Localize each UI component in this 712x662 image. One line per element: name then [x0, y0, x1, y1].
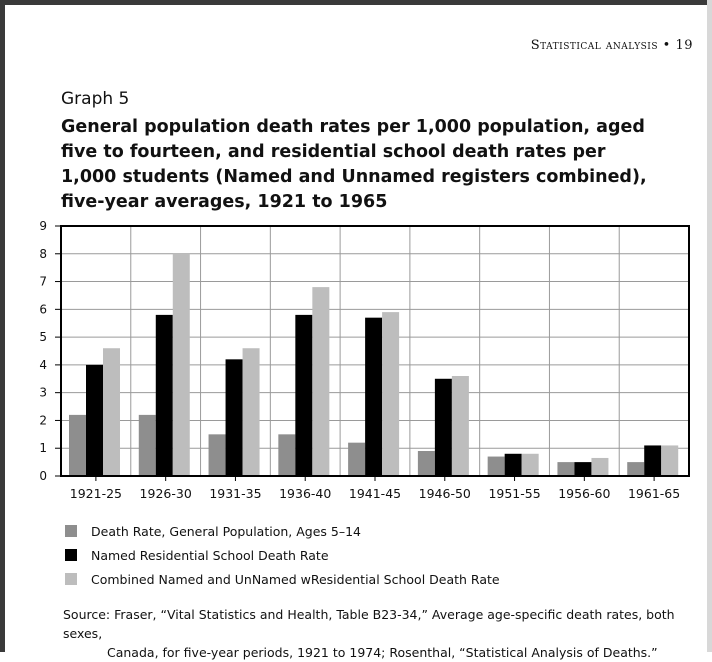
y-tick-label: 1 — [39, 441, 47, 455]
bar-1946-50-series-1 — [434, 378, 452, 476]
viewer-frame-right — [707, 0, 712, 652]
y-tick-label: 7 — [39, 275, 47, 289]
legend-swatch-general-population — [65, 525, 77, 537]
x-tick-label: 1951-55 — [488, 486, 540, 501]
y-tick-label: 9 — [39, 219, 47, 233]
bar-1951-55-series-0 — [487, 456, 505, 476]
document-page: Statistical analysis • 19 Graph 5 Genera… — [5, 5, 707, 660]
source-line-1: Source: Fraser, “Vital Statistics and He… — [63, 607, 675, 641]
x-tick-label: 1936-40 — [279, 486, 331, 501]
bar-1951-55-series-2 — [521, 453, 539, 476]
legend-label-named: Named Residential School Death Rate — [91, 547, 329, 563]
bar-1956-60-series-0 — [557, 462, 575, 476]
viewer-frame-left — [0, 0, 5, 652]
y-tick-label: 4 — [39, 358, 47, 372]
running-head: Statistical analysis • 19 — [530, 38, 693, 53]
legend-label-combined: Combined Named and UnNamed wResidential … — [91, 571, 500, 587]
bar-1956-60-series-1 — [574, 462, 592, 476]
bar-1921-25-series-1 — [86, 364, 103, 476]
source-note: Source: Fraser, “Vital Statistics and He… — [63, 605, 683, 662]
x-tick-label: 1931-35 — [209, 486, 261, 501]
bar-1946-50-series-0 — [417, 451, 435, 476]
viewer-frame-top — [0, 0, 712, 5]
bar-1941-45-series-2 — [382, 312, 400, 476]
x-tick-label: 1921-25 — [70, 486, 122, 501]
bar-chart: 0 1 2 3 4 5 6 7 8 9 1921-25 1926-30 1931-35 1936-40 19… — [39, 219, 690, 501]
x-tick-label: 1956-60 — [558, 486, 610, 501]
bar-layer — [69, 253, 679, 476]
x-tick-label: 1941-45 — [349, 486, 401, 501]
graph-label: Graph 5 — [61, 89, 130, 109]
bar-1936-40-series-1 — [295, 314, 313, 476]
bar-1941-45-series-1 — [365, 317, 383, 476]
legend-item-general-population: Death Rate, General Population, Ages 5–1… — [65, 519, 500, 543]
bar-1961-65-series-0 — [627, 462, 645, 476]
bar-1951-55-series-1 — [504, 453, 522, 476]
y-tick-label: 8 — [39, 247, 47, 261]
bar-1956-60-series-2 — [591, 457, 609, 476]
axis-layer: 0 1 2 3 4 5 6 7 8 9 1921-25 1926-30 1931-35 1936-40 19… — [39, 219, 690, 501]
y-tick-label: 2 — [39, 413, 47, 427]
legend-item-named: Named Residential School Death Rate — [65, 543, 500, 567]
y-tick-label: 3 — [39, 386, 47, 400]
bar-1961-65-series-1 — [644, 445, 662, 476]
graph-title: General population death rates per 1,000… — [61, 117, 647, 212]
bar-1926-30-series-0 — [138, 414, 156, 476]
bar-1941-45-series-0 — [348, 442, 366, 476]
bar-1936-40-series-2 — [312, 287, 330, 476]
x-tick-label: 1961-65 — [628, 486, 680, 501]
chart-legend: Death Rate, General Population, Ages 5–1… — [65, 519, 500, 591]
bar-1926-30-series-1 — [155, 314, 173, 476]
bar-1921-25-series-0 — [69, 414, 86, 476]
legend-item-combined: Combined Named and UnNamed wResidential … — [65, 567, 500, 591]
bar-1921-25-series-2 — [103, 348, 120, 476]
legend-swatch-named — [65, 549, 77, 561]
bar-1946-50-series-2 — [451, 376, 469, 476]
y-tick-label: 0 — [39, 469, 47, 483]
bar-1931-35-series-1 — [225, 359, 243, 476]
y-tick-label: 5 — [39, 330, 47, 344]
bar-1961-65-series-2 — [661, 445, 679, 476]
y-tick-label: 6 — [39, 302, 47, 316]
x-tick-label: 1926-30 — [140, 486, 192, 501]
bar-1926-30-series-2 — [172, 253, 190, 476]
x-tick-label: 1946-50 — [419, 486, 471, 501]
bar-1931-35-series-0 — [208, 434, 226, 476]
legend-swatch-combined — [65, 573, 77, 585]
bar-1936-40-series-0 — [278, 434, 296, 476]
source-line-2: Canada, for five-year periods, 1921 to 1… — [107, 645, 658, 660]
bar-1931-35-series-2 — [242, 348, 260, 476]
legend-label-general-population: Death Rate, General Population, Ages 5–1… — [91, 523, 362, 539]
